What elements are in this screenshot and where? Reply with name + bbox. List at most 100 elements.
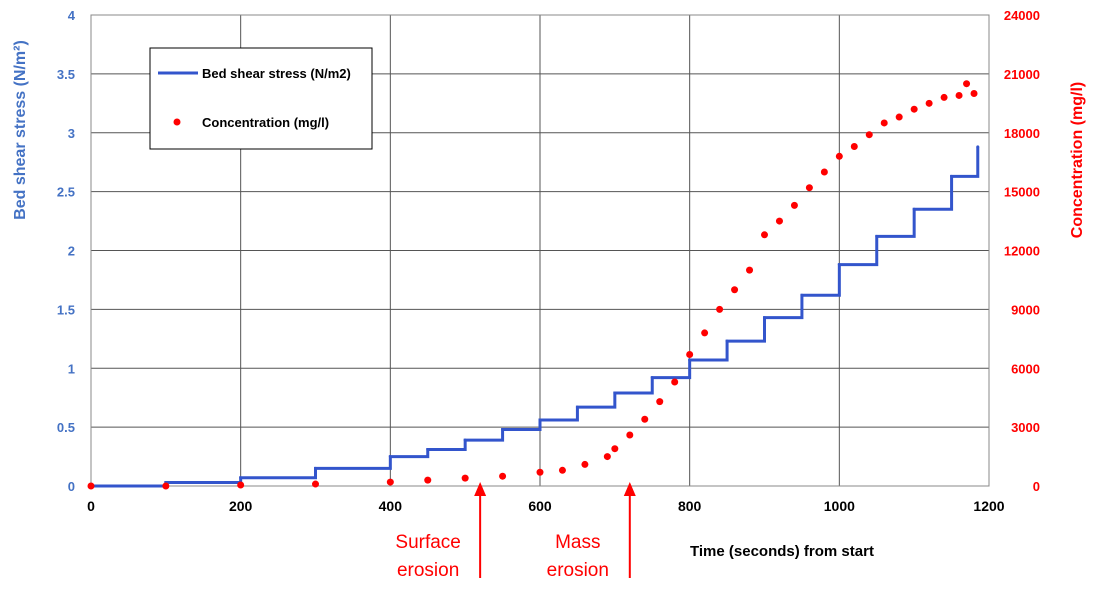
concentration-point — [805, 184, 813, 192]
bed-shear-stress-point — [950, 174, 954, 178]
bed-shear-stress-line — [91, 146, 980, 488]
bed-shear-stress-point — [501, 427, 505, 431]
left-axis-ticks: 0 0.5 1 1.5 2 2.5 3 3.5 4 — [57, 8, 76, 494]
legend: Bed shear stress (N/m2) Concentration (m… — [149, 47, 373, 150]
concentration-point — [558, 466, 566, 474]
plot-frame — [90, 14, 990, 487]
bed-shear-stress-point — [837, 263, 841, 267]
concentration-point — [970, 90, 978, 97]
grid — [90, 14, 990, 487]
x-axis-tick-label: 600 — [528, 498, 552, 514]
concentration-point — [312, 480, 319, 488]
concentration-point — [850, 142, 858, 150]
concentration-point — [162, 482, 170, 490]
concentration-point — [865, 131, 873, 139]
concentration-point — [686, 351, 694, 359]
concentration-point — [790, 201, 798, 209]
concentration-point — [581, 460, 589, 468]
concentration-point — [895, 113, 903, 121]
concentration-point — [656, 398, 664, 406]
right-axis-tick-label: 15000 — [1004, 185, 1040, 200]
concentration-point — [461, 474, 469, 482]
x-axis-tick-label: 400 — [379, 498, 403, 514]
right-axis-tick-label: 0 — [1033, 479, 1040, 494]
x-axis-tick-label: 800 — [678, 498, 702, 514]
bed-shear-stress-point — [976, 145, 980, 149]
right-axis-tick-label: 21000 — [1004, 67, 1040, 82]
concentration-point — [671, 378, 679, 386]
concentration-point — [761, 231, 768, 239]
surface-erosion-annotation: Surface erosion — [395, 482, 487, 581]
left-axis-tick-label: 3.5 — [57, 67, 75, 82]
concentration-point — [716, 305, 724, 313]
annotation-label-line: Surface — [395, 532, 460, 553]
concentration-point — [701, 329, 709, 337]
annotation-label-line: Mass — [555, 532, 600, 553]
right-axis-ticks: 0 3000 6000 9000 12000 15000 18000 21000 24000 — [1004, 8, 1040, 494]
concentration-point — [611, 445, 619, 453]
right-axis-tick-label: 24000 — [1004, 8, 1040, 23]
concentration-point — [386, 478, 394, 486]
concentration-point — [626, 431, 634, 439]
mass-erosion-annotation: Mass erosion — [547, 482, 636, 581]
right-axis-tick-label: 3000 — [1011, 420, 1040, 435]
concentration-point — [603, 453, 611, 461]
bed-shear-stress-point — [688, 358, 692, 362]
left-axis-tick-label: 0.5 — [57, 420, 75, 435]
annotation-label-line: erosion — [397, 560, 459, 581]
concentration-point — [536, 468, 544, 476]
concentration-point — [955, 91, 963, 99]
left-axis-tick-label: 1 — [68, 361, 75, 376]
concentration-point — [424, 476, 432, 484]
concentration-point — [940, 93, 948, 101]
right-axis-tick-label: 6000 — [1011, 361, 1040, 376]
concentration-point — [820, 168, 828, 176]
left-axis-title: Bed shear stress (N/m²) — [12, 40, 29, 220]
left-axis-tick-label: 3 — [68, 126, 75, 141]
bed-shear-stress-point — [538, 418, 542, 422]
series-bed-shear-stress — [89, 145, 980, 488]
annotation-arrowhead — [623, 482, 636, 496]
bed-shear-stress-point — [314, 466, 317, 470]
left-axis-tick-label: 0 — [68, 479, 75, 494]
bed-shear-stress-point — [239, 476, 243, 480]
concentration-point — [641, 415, 649, 423]
right-axis-tick-label: 18000 — [1004, 126, 1040, 141]
series-concentration — [87, 80, 978, 490]
legend-label-concentration: Concentration (mg/l) — [202, 115, 329, 130]
x-axis-tick-label: 1000 — [824, 498, 855, 514]
right-axis-tick-label: 9000 — [1011, 302, 1040, 317]
concentration-point — [835, 152, 843, 160]
concentration-point — [87, 482, 95, 490]
bed-shear-stress-point — [875, 234, 879, 238]
concentration-point — [746, 266, 754, 274]
right-axis-tick-label: 12000 — [1004, 244, 1040, 259]
concentration-point — [731, 286, 739, 294]
series-layer — [87, 80, 980, 490]
concentration-point — [880, 119, 888, 127]
annotation-label-line: erosion — [547, 560, 609, 581]
concentration-point — [237, 481, 245, 489]
left-axis-tick-label: 2.5 — [57, 185, 75, 200]
bed-shear-stress-point — [725, 339, 729, 343]
bed-shear-stress-point — [575, 405, 579, 409]
left-axis-tick-label: 1.5 — [57, 302, 75, 317]
x-axis-tick-label: 0 — [87, 498, 95, 514]
concentration-point — [925, 99, 933, 107]
bed-shear-stress-point — [426, 447, 430, 451]
concentration-point — [910, 105, 918, 113]
left-axis-tick-label: 2 — [68, 244, 75, 259]
concentration-point — [963, 80, 971, 88]
bed-shear-stress-point — [800, 293, 804, 297]
concentration-point — [775, 217, 783, 225]
annotation-arrowhead — [474, 482, 487, 496]
left-axis-tick-label: 4 — [68, 8, 76, 23]
annotations: Surface erosion Mass erosion — [395, 482, 636, 581]
bed-shear-stress-point — [463, 438, 467, 442]
bed-shear-stress-point — [912, 207, 916, 211]
x-axis-tick-label: 200 — [229, 498, 253, 514]
legend-box — [149, 47, 373, 150]
concentration-point — [499, 472, 507, 480]
bed-shear-stress-point — [763, 316, 766, 320]
